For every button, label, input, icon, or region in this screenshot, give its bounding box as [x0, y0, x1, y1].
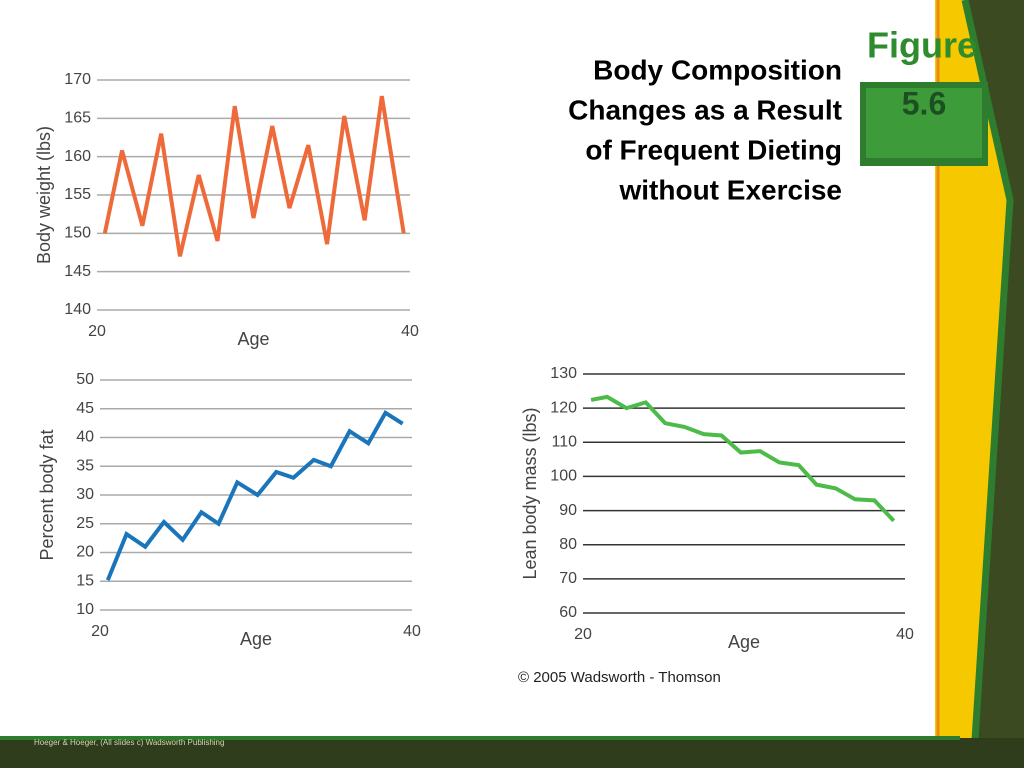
x-axis-label: Age: [240, 629, 272, 649]
bottom-strip: [0, 738, 1024, 768]
y-axis-label: Lean body mass (lbs): [520, 407, 540, 579]
y-tick-label: 35: [76, 457, 94, 474]
title-line: of Frequent Dieting: [585, 134, 842, 165]
x-tick-label: 20: [88, 323, 106, 340]
x-tick-label: 20: [574, 626, 592, 643]
y-tick-label: 150: [64, 225, 91, 242]
y-tick-label: 100: [550, 468, 577, 485]
title-line: Body Composition: [593, 54, 842, 85]
yellow-band: [935, 0, 1010, 740]
y-axis-label: Percent body fat: [37, 429, 57, 560]
title-line: Changes as a Result: [568, 94, 842, 125]
figure-number: 5.6: [902, 85, 946, 121]
green-border: [961, 0, 1014, 741]
x-tick-label: 40: [896, 626, 914, 643]
footer: Hoeger & Hoeger, (All slides c) Wadswort…: [34, 738, 224, 747]
x-tick-label: 20: [91, 623, 109, 640]
y-tick-label: 10: [76, 601, 94, 618]
y-tick-label: 25: [76, 515, 94, 532]
y-tick-label: 165: [64, 110, 91, 127]
y-tick-label: 90: [559, 502, 577, 519]
y-tick-label: 140: [64, 301, 91, 318]
figure-label: Figure: [867, 25, 977, 66]
y-tick-label: 160: [64, 148, 91, 165]
y-tick-label: 70: [559, 570, 577, 587]
x-axis-label: Age: [237, 329, 269, 349]
y-tick-label: 40: [76, 429, 94, 446]
data-line: [102, 95, 406, 257]
title-line: without Exercise: [618, 174, 842, 205]
figure-box-inner: [866, 88, 982, 158]
y-tick-label: 60: [559, 604, 577, 621]
y-tick-label: 80: [559, 536, 577, 553]
y-tick-label: 120: [550, 399, 577, 416]
y-tick-label: 20: [76, 544, 94, 561]
bottom-line: [0, 736, 960, 740]
x-axis-label: Age: [728, 632, 760, 652]
y-tick-label: 30: [76, 486, 94, 503]
y-tick-label: 110: [551, 434, 577, 451]
y-axis-label: Body weight (lbs): [34, 126, 54, 264]
y-tick-label: 45: [76, 400, 94, 417]
y-tick-label: 145: [64, 263, 91, 280]
y-tick-label: 170: [64, 71, 91, 88]
y-tick-label: 130: [550, 365, 577, 382]
x-tick-label: 40: [401, 323, 419, 340]
copyright: © 2005 Wadsworth - Thomson: [518, 669, 721, 686]
data-line: [105, 409, 404, 581]
y-tick-label: 155: [64, 186, 91, 203]
x-tick-label: 40: [403, 623, 421, 640]
y-tick-label: 15: [76, 572, 94, 589]
y-tick-label: 50: [76, 371, 94, 388]
data-line: [590, 394, 896, 523]
